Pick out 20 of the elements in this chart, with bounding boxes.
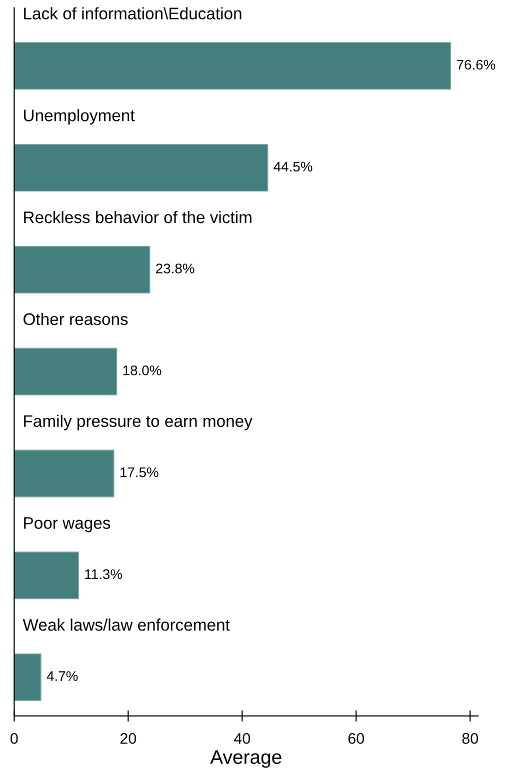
x-axis-title: Average — [210, 750, 282, 768]
data-label: 17.5% — [120, 467, 158, 478]
data-label: 44.5% — [274, 162, 312, 172]
x-tick-label: 0 — [10, 733, 18, 744]
y-tick-label: Weak laws/law enforcement — [22, 618, 230, 631]
data-label: 11.3% — [85, 569, 122, 580]
data-label: 23.8% — [156, 264, 194, 274]
y-tick-label: Unemployment — [24, 109, 135, 125]
x-tick-label: 40 — [234, 733, 250, 744]
y-tick-label: Poor wages — [24, 517, 110, 532]
y-tick-label: Reckless behavior of the victim — [24, 210, 252, 224]
y-tick-label: Other reasons — [24, 312, 128, 326]
y-tick-label: Lack of information\Education — [24, 7, 242, 20]
x-tick-label: 80 — [462, 733, 478, 744]
data-label: 4.7% — [46, 671, 78, 681]
y-tick-label: Family pressure to earn money — [24, 414, 252, 430]
x-tick-label: 20 — [120, 733, 136, 744]
x-tick-label: 60 — [348, 733, 364, 744]
data-label: 18.0% — [123, 365, 162, 376]
data-label: 76.6% — [457, 60, 496, 70]
